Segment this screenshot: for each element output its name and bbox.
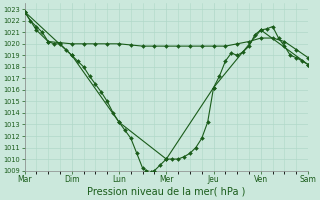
X-axis label: Pression niveau de la mer( hPa ): Pression niveau de la mer( hPa ) xyxy=(87,187,245,197)
